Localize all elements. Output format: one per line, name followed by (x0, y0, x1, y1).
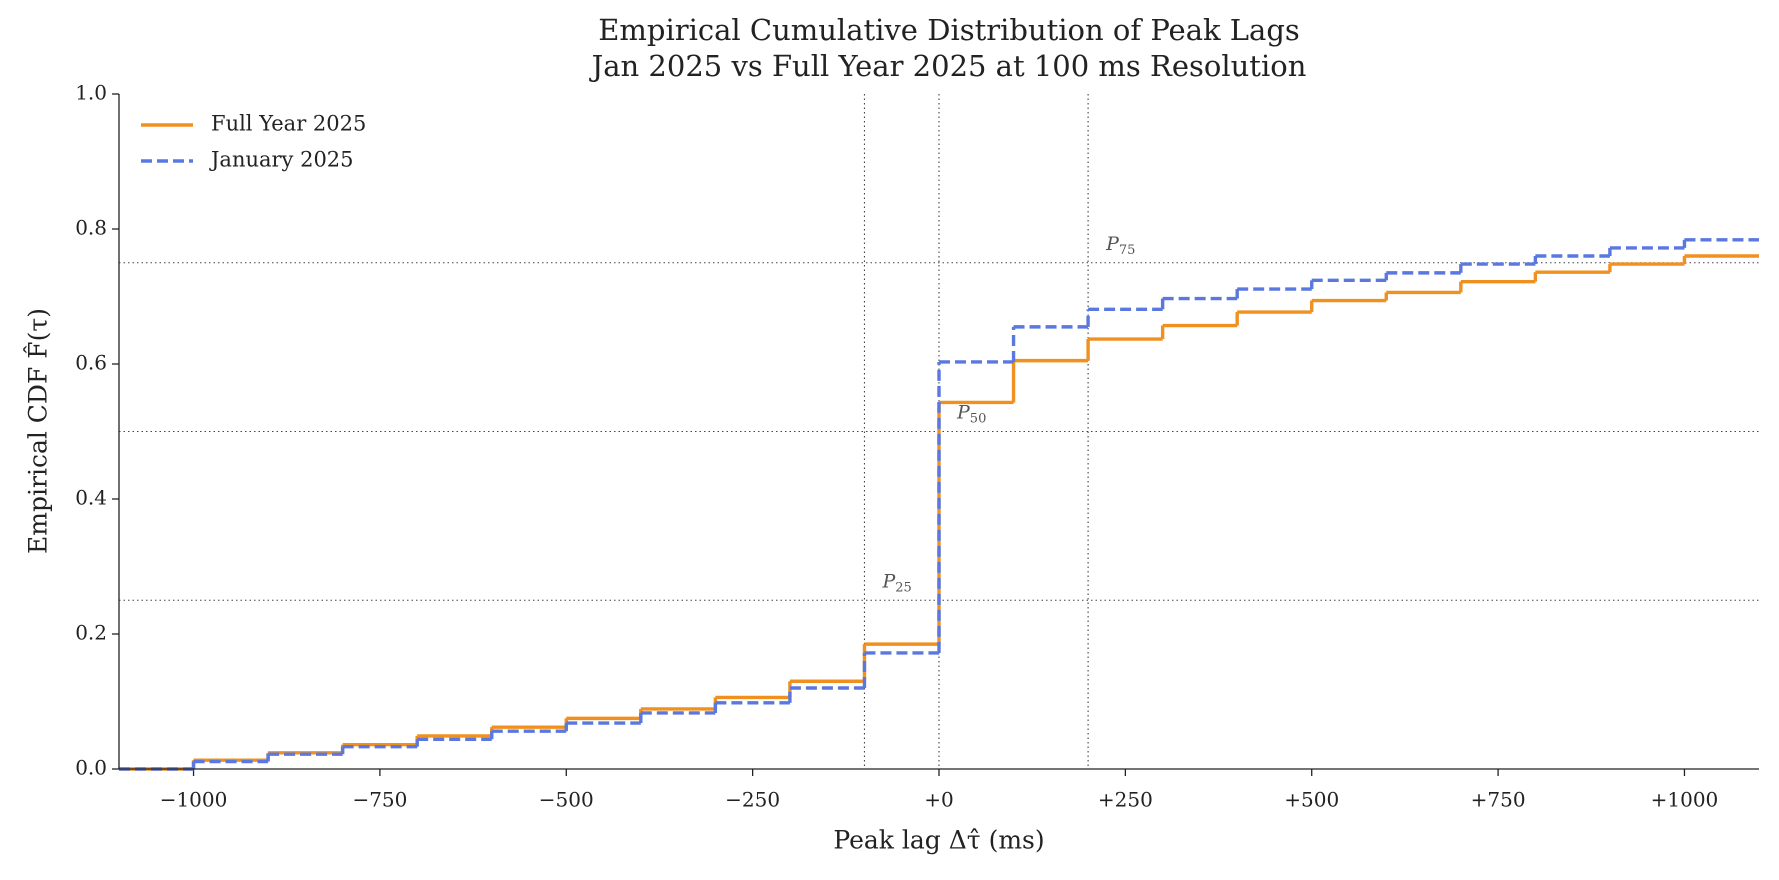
y-tick-label: 0.4 (75, 486, 107, 510)
legend-label: January 2025 (209, 148, 354, 172)
percentile-subscript: 50 (970, 411, 987, 426)
percentile-subscript: 25 (895, 580, 912, 595)
percentile-symbol: P (881, 570, 896, 592)
percentile-label: P75 (1105, 233, 1135, 258)
percentile-symbol: P (956, 402, 971, 424)
x-tick-label: +250 (1098, 788, 1153, 812)
x-tick-label: +750 (1471, 788, 1526, 812)
chart-subtitle: Jan 2025 vs Full Year 2025 at 100 ms Res… (589, 49, 1307, 83)
x-tick-label: +0 (924, 788, 953, 812)
series (119, 238, 1759, 771)
y-axis-label: Empirical CDF F̂(τ) (24, 308, 53, 554)
x-tick-label: −250 (725, 788, 780, 812)
percentile-label: P50 (956, 402, 986, 427)
percentile-subscript: 75 (1119, 242, 1136, 257)
chart-title: Empirical Cumulative Distribution of Pea… (598, 13, 1300, 47)
y-tick-label: 0.8 (75, 216, 107, 240)
percentile-symbol: P (1105, 233, 1120, 255)
y-tick-label: 0.6 (75, 351, 107, 375)
x-axis-label: Peak lag Δτ̂ (ms) (833, 826, 1044, 855)
y-tick-label: 1.0 (75, 81, 107, 105)
y-tick-label: 0.0 (75, 756, 107, 780)
x-tick-label: −1000 (160, 788, 228, 812)
y-tick-label: 0.2 (75, 621, 107, 645)
percentile-label: P25 (881, 570, 911, 595)
x-tick-label: +500 (1284, 788, 1339, 812)
x-tick-label: −750 (352, 788, 407, 812)
x-tick-label: +1000 (1651, 788, 1719, 812)
x-tick-label: −500 (539, 788, 594, 812)
legend-label: Full Year 2025 (211, 112, 366, 136)
